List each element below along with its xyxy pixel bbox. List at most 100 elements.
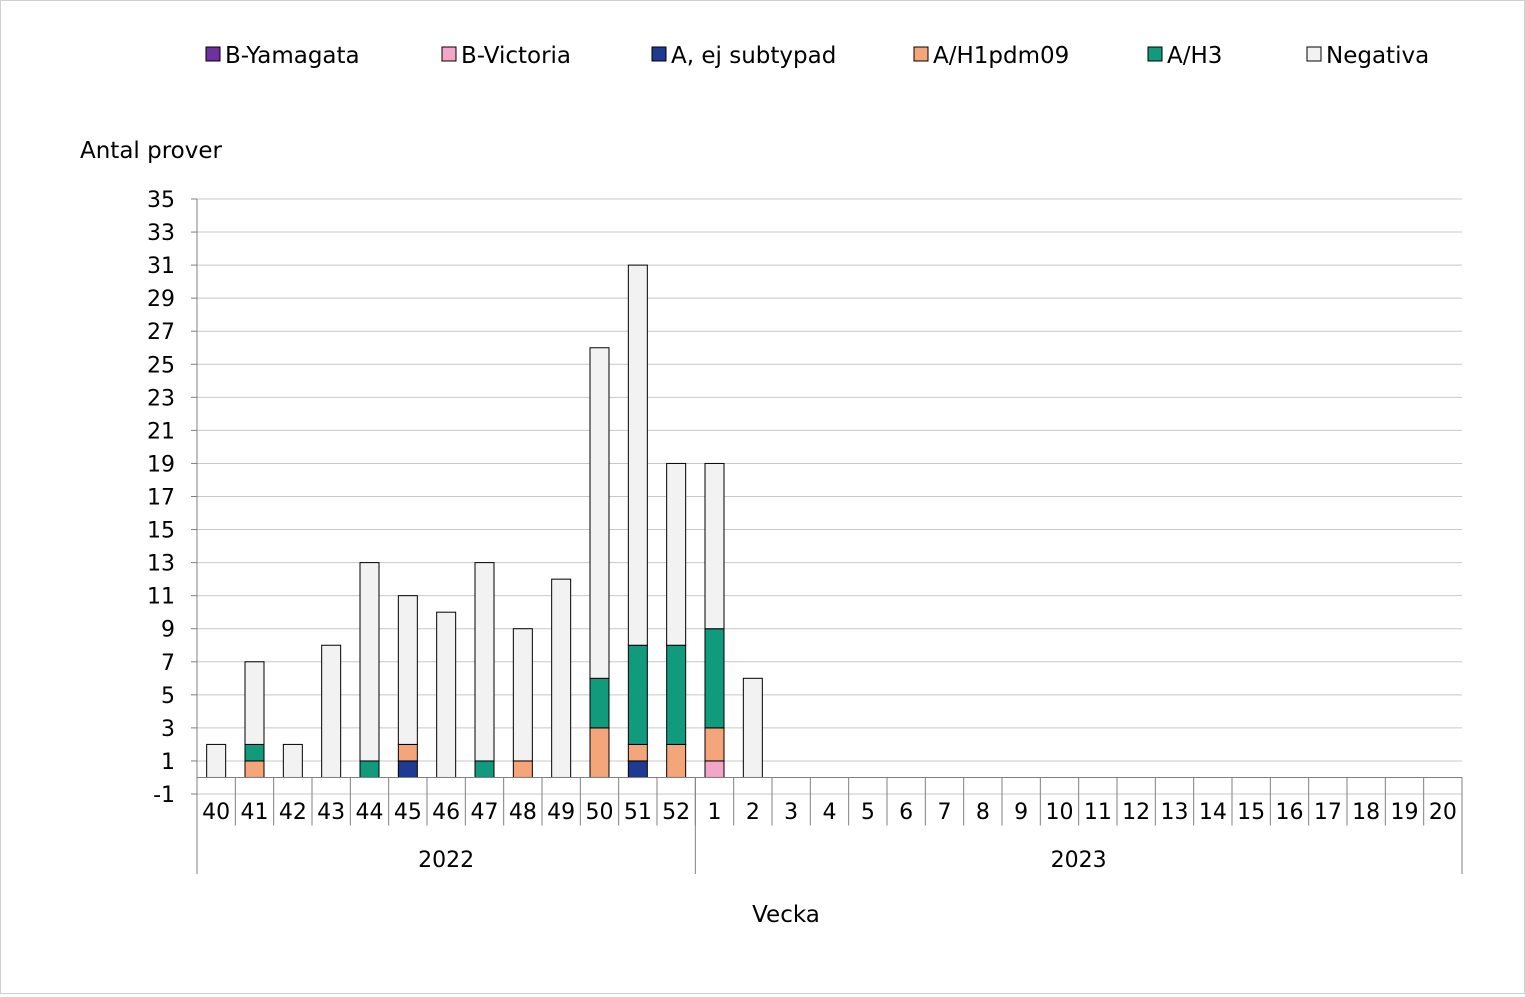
x-tick-label: 1 [708,800,722,825]
bar-segment [666,743,687,778]
legend-swatch [651,46,667,62]
legend-label: A/H1pdm09 [933,43,1069,69]
x-tick-label: 5 [861,800,875,825]
legend-swatch [913,46,929,62]
x-tick-label: 10 [1046,800,1074,825]
x-tick-label: 7 [938,800,952,825]
bar-segment [551,578,572,778]
y-tick-label: 17 [147,486,175,511]
legend-swatch [1147,46,1163,62]
bar-segment [321,644,342,778]
y-tick-label: 15 [147,519,175,544]
x-tick-label: 44 [356,800,384,825]
x-tick-label: 3 [784,800,798,825]
y-tick-label: 19 [147,452,175,477]
bar-segment [397,595,418,745]
bar-segment [666,644,687,745]
bar-segment [589,727,610,778]
x-tick-label: 11 [1084,800,1112,825]
x-tick-label: 20 [1429,800,1457,825]
x-tick-label: 50 [586,800,614,825]
year-group-label: 2023 [1051,848,1107,873]
y-tick-label: 5 [161,684,175,709]
x-tick-label: 9 [1014,800,1028,825]
bars [206,264,763,778]
x-tick-label: 43 [317,800,345,825]
bar-segment [436,611,457,778]
legend-label: A, ej subtypad [671,43,836,69]
year-group-label: 2022 [418,848,474,873]
bar-segment [589,347,610,679]
bar-segment [704,760,725,778]
y-tick-label: 25 [147,353,175,378]
bar-segment [742,677,763,778]
x-tick-label: 8 [976,800,990,825]
x-tick-label: 52 [662,800,690,825]
legend-item: B-Yamagata [205,43,360,69]
legend-item: A/H3 [1147,43,1222,69]
y-tick-label: 29 [147,287,175,312]
y-tick-label: 13 [147,552,175,577]
y-tick-label: 7 [161,651,175,676]
x-tick-label: 17 [1314,800,1342,825]
x-tick-label: 42 [279,800,307,825]
y-tick-label: 3 [161,717,175,742]
x-tick-label: 41 [241,800,269,825]
y-tick-label: 11 [147,585,175,610]
year-group-labels: 2022 2023 [418,848,1107,873]
bar-segment [282,743,303,778]
y-tick-label: 33 [147,221,175,246]
legend-swatch [1306,46,1322,62]
bar-segment [704,727,725,762]
x-tick-label: 51 [624,800,652,825]
legend-item: A/H1pdm09 [913,43,1069,69]
bar-segment [627,760,648,778]
bar-segment [244,760,265,778]
bar-segment [589,677,610,729]
bar-segment [397,743,418,762]
y-axis-title: Antal prover [80,138,223,164]
legend-item: B-Victoria [441,43,571,69]
bar-segment [359,760,380,778]
bar-segment [704,628,725,729]
x-tick-label: 14 [1199,800,1227,825]
bar-segment [359,562,380,762]
x-tick-label: 13 [1161,800,1189,825]
legend-label: A/H3 [1167,43,1222,69]
x-tick-label: 4 [823,800,837,825]
x-tick-label: 49 [547,800,575,825]
x-tick-label: 47 [471,800,499,825]
bar-segment [627,264,648,646]
bar-segment [627,743,648,762]
gridlines [197,198,1462,795]
legend: B-Yamagata B-Victoria A, ej subtypad A/H1pd… [205,43,1429,69]
x-tick-label: 40 [202,800,230,825]
legend-item: A, ej subtypad [651,43,836,69]
legend-swatch [441,46,457,62]
y-tick-label: 31 [147,254,175,279]
y-tick-label: 9 [161,618,175,643]
x-tick-label: 18 [1352,800,1380,825]
bar-segment [474,760,495,778]
x-axis-title: Vecka [752,902,820,928]
bar-segment [397,760,418,778]
bar-segment [474,562,495,762]
legend-label: Negativa [1326,43,1429,69]
bar-segment [512,628,533,762]
x-tick-label: 12 [1122,800,1150,825]
x-tick-labels: 40 41 42 43 44 45 46 47 48 49 50 51 52 1 2 3 4 5 6 7 8 9 10 11 1… [202,800,1457,825]
bar-segment [244,743,265,762]
x-tick-label: 48 [509,800,537,825]
legend-label: B-Yamagata [225,43,360,69]
y-tick-label: 35 [147,188,175,213]
bar-segment [206,743,227,778]
y-tick-label: 21 [147,419,175,444]
axes [191,198,1463,874]
x-tick-label: 6 [899,800,913,825]
x-tick-label: 15 [1237,800,1265,825]
legend-item: Negativa [1306,43,1429,69]
bar-segment [512,760,533,778]
